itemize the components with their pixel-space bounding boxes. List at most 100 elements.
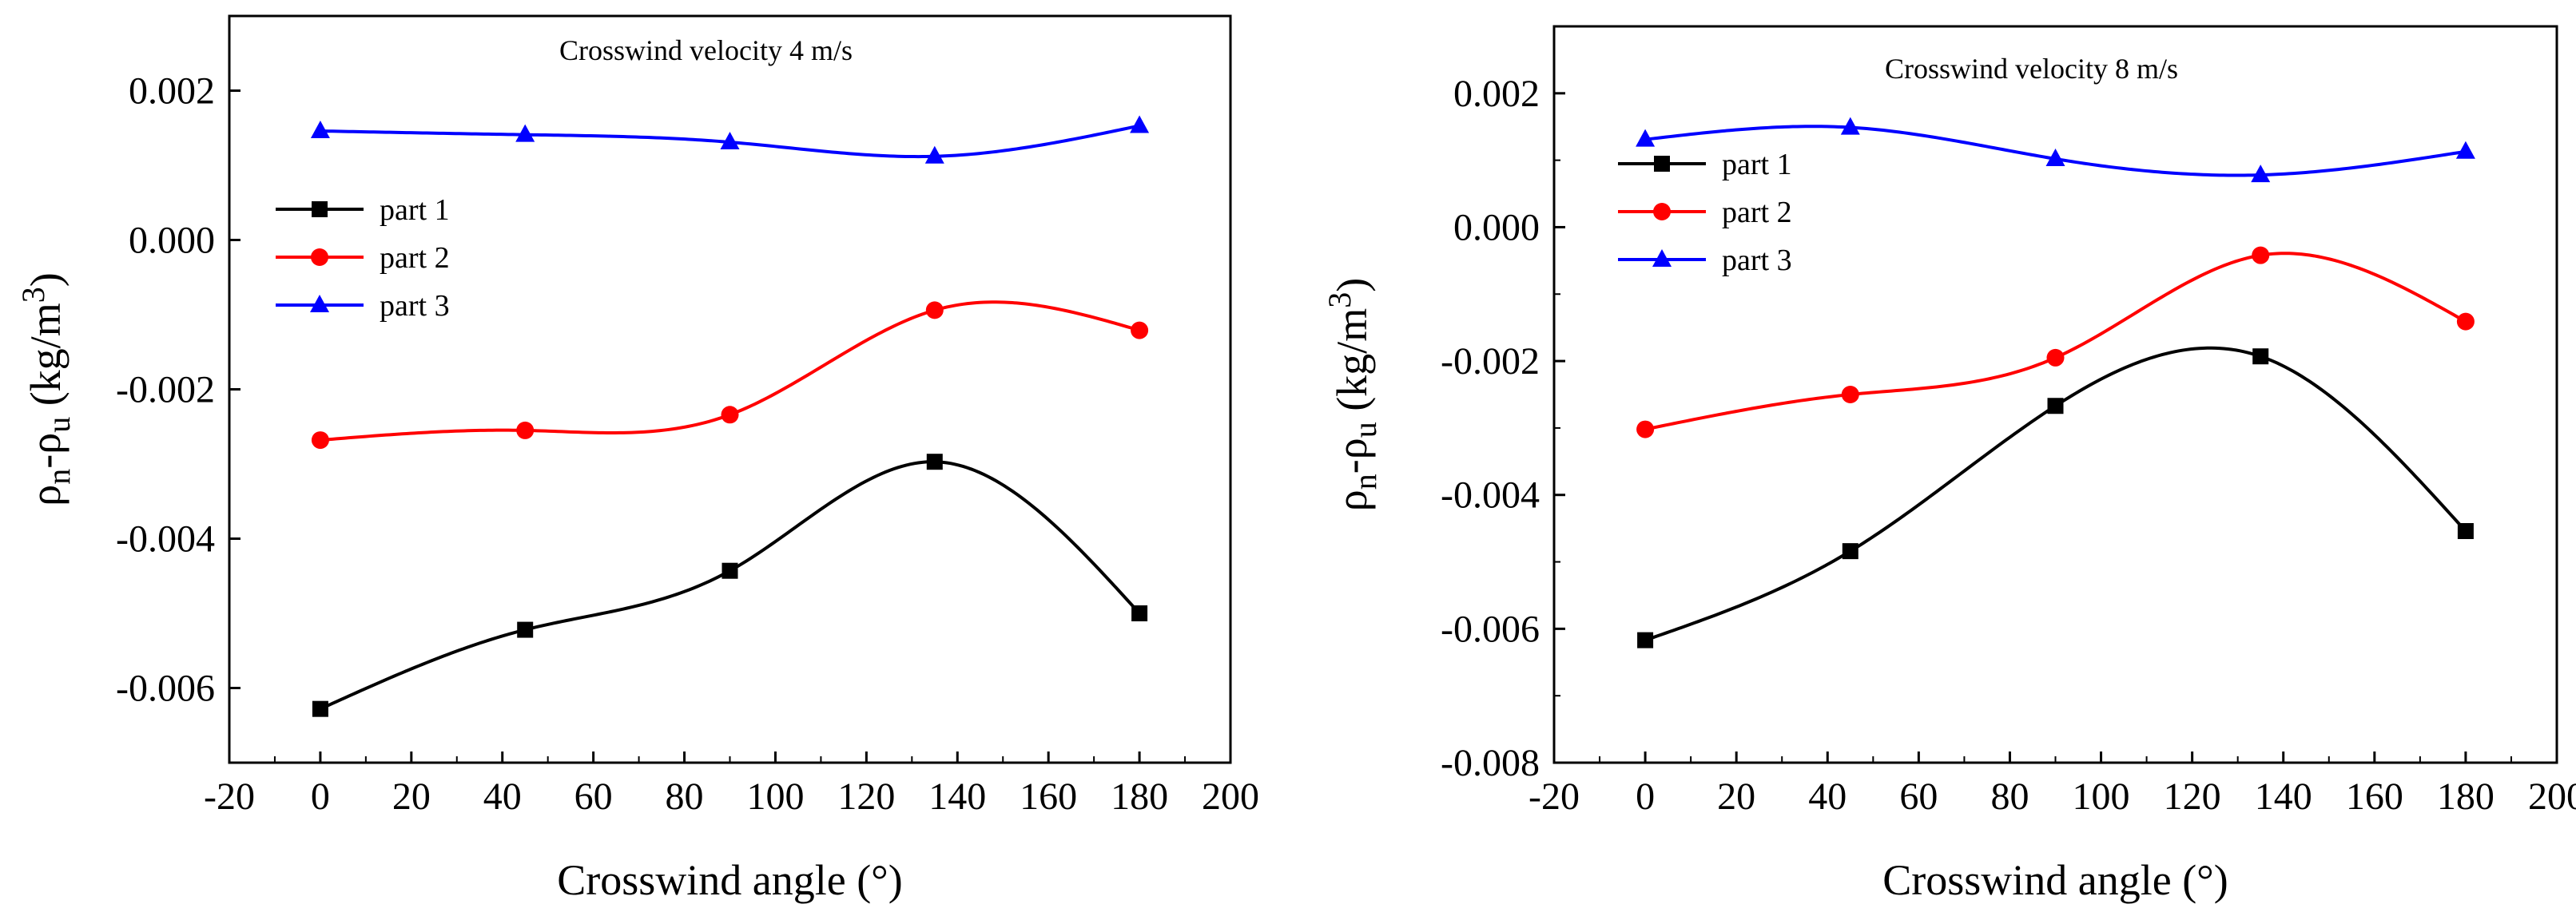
- data-point: [1636, 420, 1655, 438]
- legend: part 1 part 2 part 3: [276, 193, 450, 323]
- y-tick-label: -0.004: [116, 518, 215, 561]
- y-axis-title-sub-u: u: [1347, 422, 1383, 438]
- x-tick-label: 140: [2255, 775, 2312, 818]
- chart-annotation: Crosswind velocity 8 m/s: [1885, 53, 2178, 85]
- data-point: [1841, 386, 1859, 403]
- x-tick-label: 160: [2346, 775, 2403, 818]
- x-tick-label: -20: [204, 775, 255, 818]
- data-point: [722, 562, 738, 579]
- series-line: [320, 460, 1141, 711]
- y-axis-title-close: ): [1328, 278, 1376, 292]
- x-tick-label: 200: [1202, 775, 1259, 818]
- y-tick-label: 0.002: [1453, 73, 1540, 115]
- data-point: [925, 301, 944, 319]
- data-point: [2252, 246, 2270, 264]
- series-part-1: [312, 454, 1148, 717]
- y-axis-title-sub-n: n: [1347, 474, 1383, 490]
- data-point: [1637, 632, 1654, 648]
- x-axis-title: Crosswind angle (°): [557, 856, 903, 904]
- legend-marker: [312, 201, 328, 217]
- x-tick-label: 100: [2073, 775, 2130, 818]
- y-axis-title: ρn-ρu (kg/m3): [15, 272, 77, 506]
- y-tick-label: 0.002: [129, 70, 215, 113]
- x-tick-label: 0: [1636, 775, 1655, 818]
- legend-label: part 1: [1722, 148, 1792, 181]
- x-tick-label: 80: [1990, 775, 2029, 818]
- legend-item: part 2: [1618, 196, 1792, 229]
- series-part-3: [310, 115, 1150, 164]
- y-tick-labels: -0.006 -0.004 -0.002 0.000 0.002: [116, 70, 215, 710]
- plot-frame: [1552, 25, 2558, 764]
- x-tick-label: 40: [483, 775, 522, 818]
- y-tick-label: -0.006: [116, 668, 215, 710]
- x-tick-label: 200: [2528, 775, 2576, 818]
- data-point: [2455, 141, 2475, 159]
- data-point: [721, 406, 739, 424]
- y-axis-title-sub-n: n: [41, 469, 77, 485]
- chart-panel-velocity-8: -20 0 20 40 60 80 100 120 140 160 180 200 -0.008 -0.…: [1322, 25, 2576, 904]
- x-tick-label: 180: [1111, 775, 1168, 818]
- legend-label: part 2: [1722, 196, 1792, 229]
- y-axis-title-close: ): [22, 272, 70, 287]
- data-point: [926, 454, 943, 470]
- tick-marks: [1552, 92, 2558, 764]
- x-tick-label: 0: [311, 775, 330, 818]
- x-tick-label: 180: [2437, 775, 2495, 818]
- x-tick-label: 60: [1899, 775, 1938, 818]
- x-tick-label: 120: [2164, 775, 2221, 818]
- x-tick-label: 20: [1717, 775, 1755, 818]
- data-point: [1842, 543, 1858, 560]
- legend: part 1 part 2 part 3: [1618, 148, 1792, 277]
- x-tick-label: 60: [574, 775, 613, 818]
- data-point: [2252, 348, 2269, 365]
- x-tick-labels: -20 0 20 40 60 80 100 120 140 160 180 200: [204, 775, 1259, 818]
- x-axis-title: Crosswind angle (°): [1882, 856, 2228, 904]
- x-tick-label: 120: [837, 775, 895, 818]
- data-point: [2046, 348, 2065, 367]
- data-point: [1840, 117, 1860, 135]
- series-part-1: [1637, 346, 2474, 648]
- data-point: [1130, 115, 1150, 133]
- y-tick-label: -0.008: [1441, 742, 1540, 784]
- legend-marker: [1653, 203, 1671, 220]
- y-axis-title-minus: -ρ: [1328, 438, 1376, 474]
- data-point: [2047, 398, 2064, 414]
- series-group: [1636, 117, 2475, 648]
- data-point: [924, 145, 944, 164]
- data-point: [1636, 129, 1656, 147]
- data-point: [2045, 148, 2065, 166]
- x-tick-label: -20: [1529, 775, 1580, 818]
- x-tick-label: 40: [1808, 775, 1847, 818]
- data-point: [517, 621, 534, 638]
- x-tick-label: 80: [666, 775, 704, 818]
- y-axis-title-rho-n: ρ: [1328, 490, 1376, 511]
- series-line: [1644, 346, 2467, 642]
- legend-item: part 1: [1618, 148, 1792, 181]
- y-tick-label: 0.000: [129, 220, 215, 262]
- data-point: [311, 431, 329, 450]
- series-part-2: [311, 300, 1149, 450]
- legend-item: part 3: [1618, 244, 1792, 277]
- data-point: [312, 700, 328, 717]
- x-tick-label: 160: [1020, 775, 1077, 818]
- legend-label: part 1: [380, 193, 450, 227]
- y-axis-title-sub-u: u: [41, 417, 77, 433]
- data-point: [1131, 321, 1149, 339]
- tick-marks: [228, 89, 1232, 763]
- legend-marker: [1652, 249, 1672, 267]
- x-tick-labels: -20 0 20 40 60 80 100 120 140 160 180 200: [1529, 775, 2576, 818]
- legend-item: part 2: [276, 241, 450, 275]
- y-axis-title-unit: (kg/m: [1328, 308, 1376, 422]
- y-tick-labels: -0.008 -0.006 -0.004 -0.002 0.000 0.002: [1441, 73, 1540, 784]
- series-part-3: [1636, 117, 2475, 183]
- legend-marker: [1654, 156, 1670, 172]
- y-tick-label: -0.006: [1441, 608, 1540, 650]
- x-tick-label: 20: [392, 775, 431, 818]
- y-axis-title-sup: 3: [1322, 292, 1358, 308]
- legend-label: part 2: [380, 241, 450, 275]
- chart-annotation: Crosswind velocity 4 m/s: [559, 34, 853, 66]
- y-axis-title-rho-n: ρ: [22, 485, 70, 506]
- legend-label: part 3: [380, 289, 450, 323]
- y-tick-label: -0.002: [116, 369, 215, 411]
- x-tick-label: 140: [928, 775, 986, 818]
